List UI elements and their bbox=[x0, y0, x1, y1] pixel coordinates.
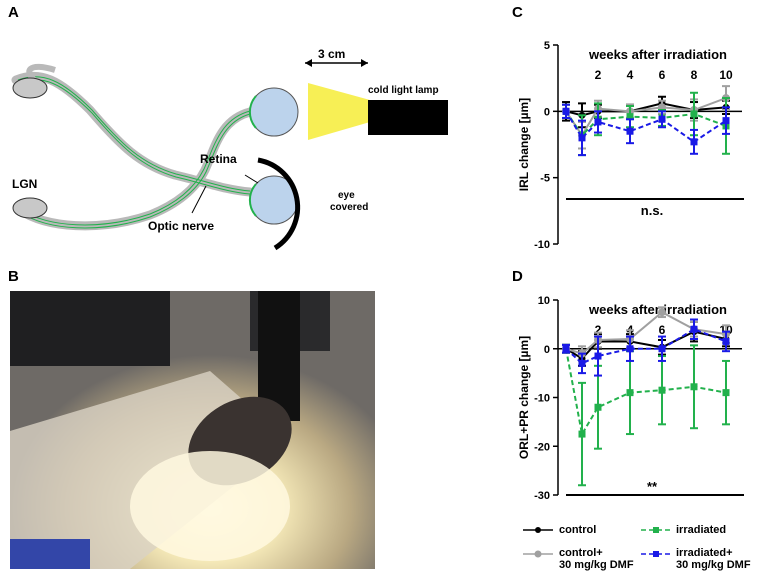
c1-ytick-label-2: -10 bbox=[534, 393, 550, 405]
retina-label: Retina bbox=[200, 152, 237, 166]
c1-ytick-label-1: 0 bbox=[544, 344, 550, 356]
c1-ytick-label-0: 10 bbox=[538, 295, 550, 307]
retina-top bbox=[249, 87, 299, 137]
c0-title: weeks after irradiation bbox=[588, 47, 727, 62]
c0-xtick-label-4: 10 bbox=[719, 68, 733, 82]
c1-title: weeks after irradiation bbox=[588, 302, 727, 317]
c0-series-3-point-4 bbox=[658, 115, 666, 123]
eye-covered-label-1: eye bbox=[338, 190, 355, 201]
legend-irradiated-dmf-marker bbox=[653, 551, 659, 557]
c1-series-3-point-6 bbox=[722, 337, 730, 345]
c1-ytick-label-4: -30 bbox=[534, 490, 550, 502]
c0-series-2-point-5 bbox=[690, 110, 698, 118]
c0-ytick-label-3: -10 bbox=[534, 239, 550, 251]
lgn-bottom bbox=[12, 197, 48, 219]
lamp-label: cold light lamp bbox=[368, 85, 439, 96]
legend-irradiated-marker bbox=[653, 527, 659, 533]
c0-ytick-label-1: 0 bbox=[544, 106, 550, 118]
panel-c-letter: C bbox=[512, 4, 523, 21]
light-cone bbox=[308, 83, 370, 140]
legend-control-dmf-marker bbox=[534, 550, 542, 558]
c0-xtick-label-1: 4 bbox=[627, 68, 634, 82]
c1-series-2-line bbox=[565, 348, 727, 437]
c0-series-3-point-5 bbox=[690, 138, 698, 146]
c1-series-2-point-4 bbox=[658, 386, 666, 394]
eye-covered-label-2: covered bbox=[330, 202, 368, 213]
c0-ytick-label-2: -5 bbox=[540, 173, 550, 185]
c0-xtick-label-0: 2 bbox=[595, 68, 602, 82]
c0-series-3-point-2 bbox=[594, 118, 602, 126]
mouse-photo bbox=[10, 291, 375, 569]
c1-xtick-label-2: 6 bbox=[659, 323, 666, 337]
c1-significance-label: ** bbox=[647, 479, 658, 494]
c1-series-1-point-4 bbox=[658, 308, 666, 317]
c1-series-3-point-3 bbox=[626, 345, 634, 353]
c0-significance-label: n.s. bbox=[641, 203, 663, 218]
distance-label: 3 cm bbox=[318, 47, 345, 61]
c1-ylabel: ORL+PR change [µm] bbox=[517, 336, 531, 459]
chart-c: 5 0 -5 -10 weeks after irradiation 2 4 6 8 10 IRL … bbox=[517, 40, 744, 251]
c0-series-2-point-3 bbox=[626, 113, 634, 121]
eye-cover bbox=[257, 157, 301, 251]
c0-series-3-point-3 bbox=[626, 127, 634, 135]
c1-series-3-point-5 bbox=[690, 325, 698, 333]
c0-series-3-point-1 bbox=[578, 134, 586, 142]
c0-ylabel: IRL change [µm] bbox=[517, 98, 531, 191]
legend-irradiated-dmf-label-2: 30 mg/kg DMF bbox=[676, 559, 751, 571]
c1-series-3-point-4 bbox=[658, 345, 666, 353]
c0-series-3-point-0 bbox=[562, 107, 570, 115]
optic-nerve-label: Optic nerve bbox=[148, 219, 214, 233]
lgn-label: LGN bbox=[12, 177, 37, 191]
legend-irradiated-dmf-label-1: irradiated+ bbox=[676, 547, 733, 559]
legend-irradiated-label: irradiated bbox=[676, 524, 727, 536]
cold-light-lamp bbox=[368, 100, 448, 135]
legend-control-dmf-label-2: 30 mg/kg DMF bbox=[559, 559, 634, 571]
legend-control-label: control bbox=[559, 524, 597, 536]
c0-xtick-label-3: 8 bbox=[691, 68, 698, 82]
panel-b-letter: B bbox=[8, 268, 19, 285]
panel-a-schematic: 3 cm cold light lamp Retina LGN Optic ne… bbox=[11, 47, 448, 251]
c1-series-3-point-0 bbox=[562, 345, 570, 353]
c1-series-2-point-1 bbox=[578, 430, 586, 438]
c1-series-2-point-6 bbox=[722, 389, 730, 397]
panel-d-letter: D bbox=[512, 268, 523, 285]
c1-series-2-point-2 bbox=[594, 403, 602, 411]
legend: control irradiated control+ 30 mg/kg DMF… bbox=[519, 518, 759, 571]
c1-series-3-point-1 bbox=[578, 359, 586, 367]
c0-series-3-point-6 bbox=[722, 117, 730, 125]
c1-xtick-label-0: 2 bbox=[595, 323, 602, 337]
c1-series-3-point-2 bbox=[594, 352, 602, 360]
legend-control-dmf-label-1: control+ bbox=[559, 547, 603, 559]
panel-a-letter: A bbox=[8, 4, 19, 21]
legend-control-marker bbox=[535, 527, 541, 533]
c1-series-2-point-5 bbox=[690, 383, 698, 391]
c0-ytick-label-0: 5 bbox=[544, 40, 550, 52]
c1-series-0-line bbox=[565, 330, 727, 360]
c1-ytick-label-3: -20 bbox=[534, 441, 550, 453]
lgn-top bbox=[12, 77, 48, 99]
c1-series-2-point-3 bbox=[626, 389, 634, 397]
c0-xtick-label-2: 6 bbox=[659, 68, 666, 82]
